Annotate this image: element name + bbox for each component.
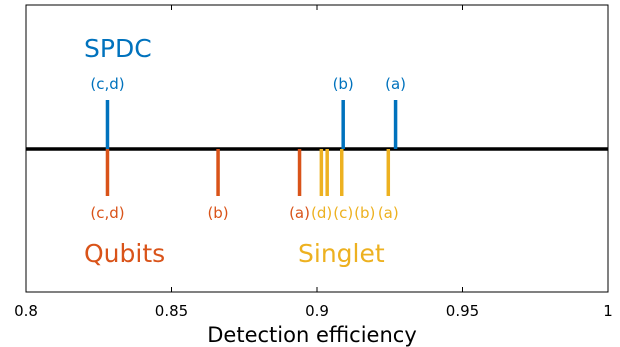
- x-tick-label: 1: [603, 302, 613, 320]
- efficiency-marks: [105, 100, 398, 196]
- x-tick-label: 0.9: [305, 302, 329, 320]
- mark-label: (b): [354, 204, 375, 222]
- x-tick-label: 0.85: [155, 302, 188, 320]
- group-label-singlet: Singlet: [298, 239, 385, 268]
- x-tick-label: 0.8: [14, 302, 38, 320]
- mark-label: (c,d): [90, 204, 124, 222]
- mark-label: (a): [378, 204, 399, 222]
- group-label-spdc: SPDC: [84, 34, 152, 63]
- group-label-qubits: Qubits: [84, 239, 165, 268]
- mark-label: (a): [385, 75, 406, 93]
- x-axis-ticks: 0.8 0.85 0.9 0.95 1: [14, 5, 613, 320]
- x-tick-label: 0.95: [446, 302, 479, 320]
- mark-label: (c,d): [90, 75, 124, 93]
- mark-label: (b): [333, 75, 354, 93]
- mark-labels: (c,d) (b) (a)(c,d) (b) (a) (d) (c) (b) (a): [90, 75, 406, 222]
- mark-label: (b): [207, 204, 228, 222]
- mark-label: (a): [289, 204, 310, 222]
- mark-label: (c): [333, 204, 353, 222]
- mark-label: (d): [311, 204, 332, 222]
- x-axis-label: Detection efficiency: [207, 323, 417, 347]
